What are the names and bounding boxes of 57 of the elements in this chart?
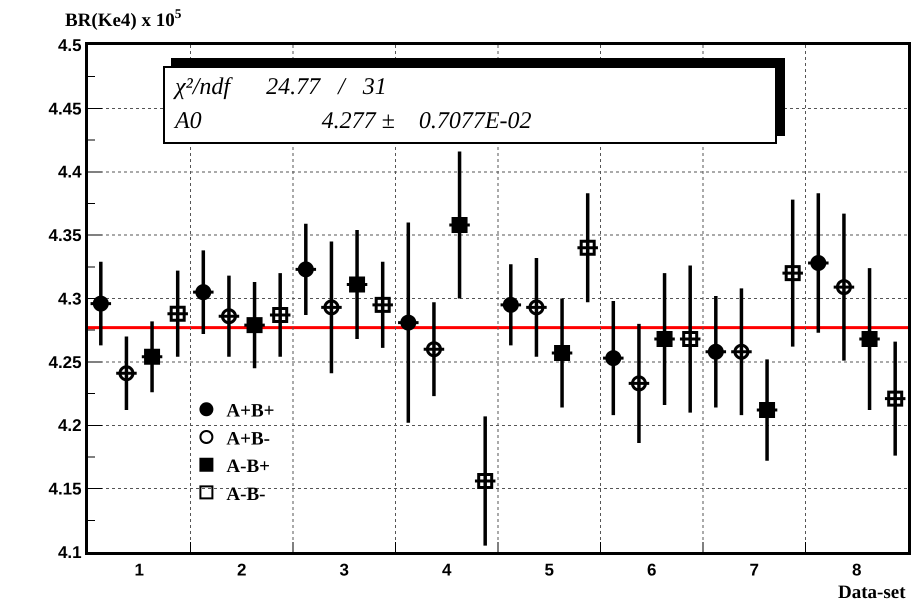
annotation: χ²/ndf 24.77 / 31 — [175, 73, 388, 102]
point — [477, 473, 494, 490]
point — [784, 265, 801, 282]
y-axis-title: BR(Ke4) x 10$^{5}$ — [65, 6, 182, 31]
x-tick-label: 7 — [750, 560, 759, 580]
point — [400, 314, 416, 331]
point — [733, 344, 750, 360]
point — [246, 317, 263, 334]
point — [656, 331, 673, 348]
y-tick-label: 4.45 — [48, 99, 82, 118]
point — [810, 255, 826, 272]
x-axis-title: Data-set — [838, 582, 906, 602]
x-tick-label: 3 — [340, 560, 349, 580]
y-tick-label: 4.5 — [58, 36, 82, 55]
point — [118, 365, 134, 382]
point — [630, 375, 647, 392]
point — [862, 331, 878, 348]
point — [323, 299, 340, 316]
x-tick-label: 6 — [647, 560, 656, 580]
point — [682, 331, 698, 348]
point — [272, 306, 288, 323]
point — [502, 296, 519, 313]
point — [452, 216, 468, 233]
point — [580, 240, 596, 256]
point — [708, 344, 724, 360]
annotation: A0 4.277 ± 0.7077E-02 — [175, 107, 532, 136]
legend-label: A+B- — [226, 428, 270, 450]
x-tick-label: 8 — [852, 560, 862, 580]
point — [349, 276, 366, 293]
point — [528, 299, 544, 316]
y-tick-label: 4.25 — [48, 352, 82, 372]
point — [144, 348, 160, 365]
point — [836, 279, 852, 296]
point — [298, 261, 314, 278]
point — [195, 284, 212, 300]
y-tick-label: 4.35 — [48, 226, 82, 246]
legend-label: A-B+ — [226, 456, 270, 478]
point — [170, 306, 186, 322]
x-tick-label: 2 — [237, 560, 246, 580]
point — [554, 345, 570, 361]
x-tick-label: 4 — [442, 560, 452, 580]
point — [759, 402, 776, 418]
point — [887, 390, 904, 407]
point — [220, 308, 237, 324]
point — [374, 296, 391, 313]
legend-label: A+B+ — [226, 400, 274, 422]
y-tick-label: 4.4 — [58, 162, 82, 182]
x-tick-label: 5 — [544, 560, 554, 580]
legend-label: A-B- — [226, 484, 266, 505]
x-tick-label: 1 — [134, 560, 144, 580]
y-tick-label: 4.1 — [58, 542, 82, 562]
point — [605, 350, 622, 366]
point — [426, 341, 442, 358]
y-tick-label: 4.2 — [58, 416, 82, 436]
y-tick-label: 4.3 — [58, 289, 82, 308]
point — [92, 296, 109, 312]
y-tick-label: 4.15 — [48, 480, 82, 499]
